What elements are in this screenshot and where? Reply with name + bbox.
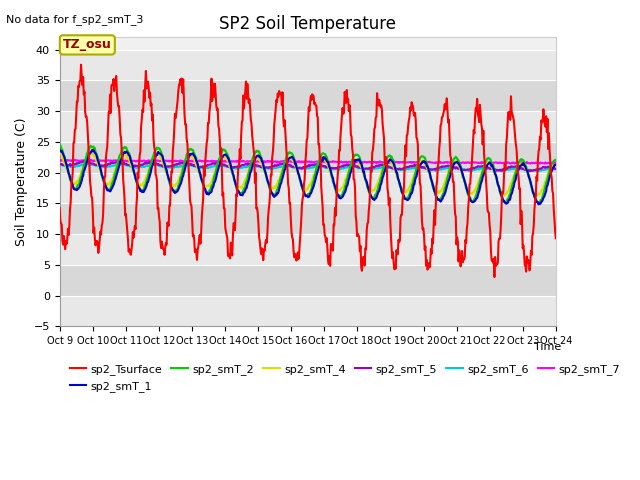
Text: TZ_osu: TZ_osu [63,38,112,51]
Bar [60,296,556,326]
Bar [60,142,556,173]
Title: SP2 Soil Temperature: SP2 Soil Temperature [220,15,396,33]
Legend: sp2_Tsurface, sp2_smT_1, sp2_smT_2, sp2_smT_4, sp2_smT_5, sp2_smT_6, sp2_smT_7: sp2_Tsurface, sp2_smT_1, sp2_smT_2, sp2_… [65,360,625,396]
Bar [60,80,556,111]
Text: Time: Time [534,342,561,352]
Text: No data for f_sp2_smT_3: No data for f_sp2_smT_3 [6,14,144,25]
Bar [60,204,556,234]
Y-axis label: Soil Temperature (C): Soil Temperature (C) [15,118,28,246]
Bar [60,111,556,142]
Bar [60,234,556,265]
Bar [60,173,556,204]
Bar [60,49,556,80]
Bar [60,265,556,296]
